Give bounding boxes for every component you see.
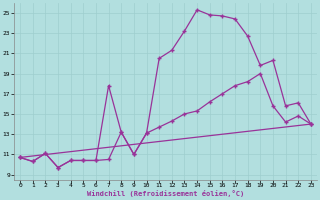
X-axis label: Windchill (Refroidissement éolien,°C): Windchill (Refroidissement éolien,°C) [87,190,244,197]
